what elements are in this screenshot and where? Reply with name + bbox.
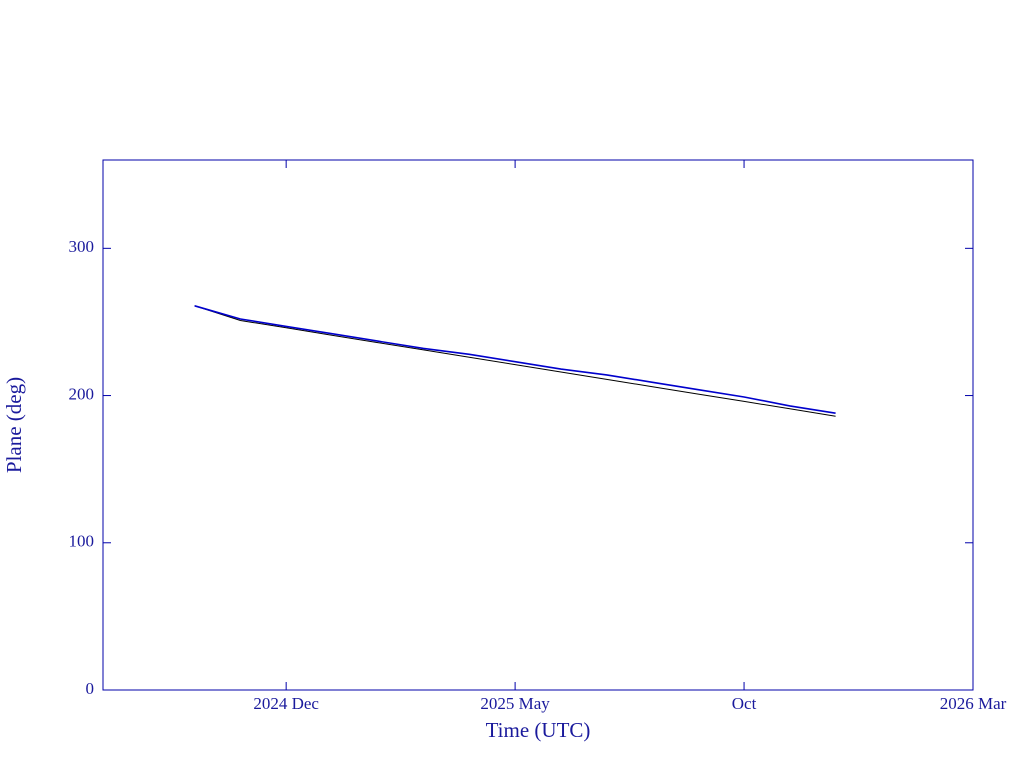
y-axis-title: Plane (deg)	[2, 377, 26, 473]
data-line	[194, 305, 836, 414]
y-tick-label: 300	[69, 237, 95, 256]
plot-frame	[102, 159, 974, 691]
x-tick-label: 2026 Mar	[940, 694, 1007, 713]
data-line	[194, 305, 836, 417]
x-tick-label: 2024 Dec	[253, 694, 319, 713]
y-tick-label: 200	[69, 384, 95, 403]
x-tick-label: 2025 May	[480, 694, 550, 713]
x-tick-label: Oct	[732, 694, 757, 713]
y-tick-label: 0	[86, 679, 95, 698]
x-axis-title: Time (UTC)	[486, 718, 591, 742]
y-tick-label: 100	[69, 532, 95, 551]
